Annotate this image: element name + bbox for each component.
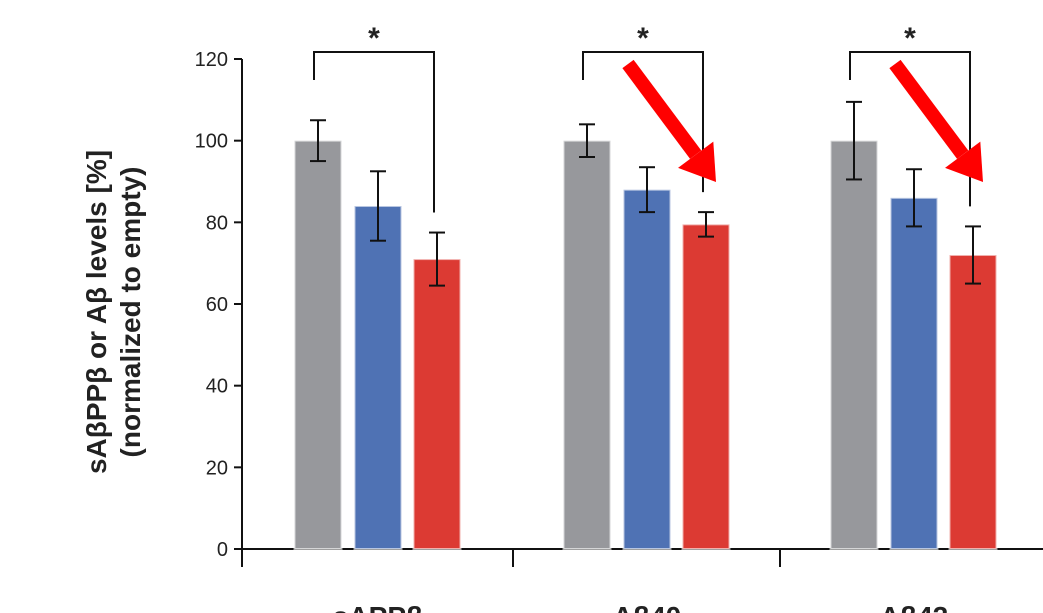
y-axis-label-line2: (normalized to empty) [115,167,146,458]
bar [293,139,343,551]
bar [353,205,403,550]
significance-bracket [849,51,971,207]
annotation-arrow-shaft [622,59,702,159]
y-axis-label-line1: sAβPPβ or Aβ levels [%] [81,150,112,474]
y-tick-label: 60 [206,294,228,316]
significance-star: * [637,22,649,55]
bar [412,258,462,550]
y-tick-label: 20 [206,457,228,479]
bar [829,139,879,551]
y-tick-label: 40 [206,376,228,398]
y-tick-label: 120 [195,49,228,71]
annotation-arrow-head [678,141,716,182]
annotation-arrow-shaft [889,59,969,159]
x-category-label: Aβ40 [613,601,681,613]
significance-bracket [313,51,435,213]
y-tick-label: 100 [195,131,228,153]
bar [622,188,672,551]
y-axis-label: sAβPPβ or Aβ levels [%] (normalized to e… [81,150,146,474]
bar [948,254,998,550]
x-category-label: Aβ42 [880,601,948,613]
x-category-label: sAPPβ [333,601,423,613]
y-tick-label: 80 [206,212,228,234]
plot-area: 0 20 40 60 80 100 120 * * * sAPPβ Aβ40 Aβ42 [195,22,1043,613]
significance-star: * [368,22,380,55]
significance-star: * [904,22,916,55]
significance-bracket [582,51,704,193]
bar [681,223,731,550]
bar [562,139,612,551]
bar [889,196,939,550]
annotation-arrow-head [945,141,983,182]
y-tick-label: 0 [217,539,228,561]
